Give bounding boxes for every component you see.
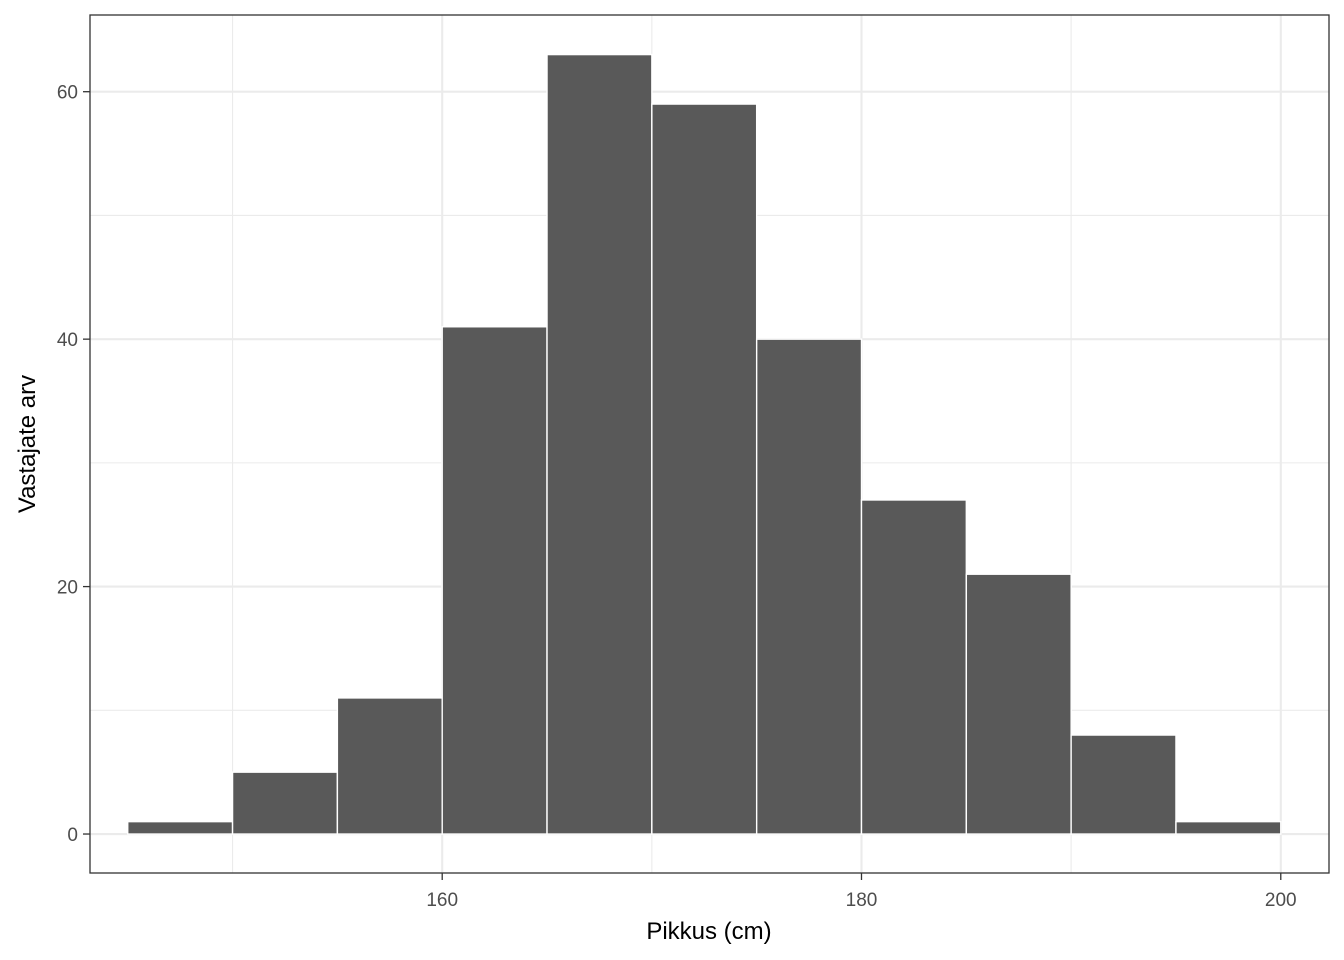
histogram-bar: [336, 697, 443, 835]
y-tick-label: 0: [67, 825, 78, 846]
y-tick-label: 40: [57, 330, 78, 351]
x-tick-label: 180: [846, 890, 878, 911]
panel-border: [89, 14, 1330, 874]
histogram-bar: [231, 771, 339, 835]
x-axis-ticks: 160 180 200: [426, 873, 1297, 911]
y-axis-ticks: 0 20 40 60: [57, 83, 90, 846]
x-axis-title: Pikkus (cm): [646, 918, 771, 945]
histogram-bar: [755, 338, 863, 835]
histogram-bar: [546, 53, 653, 835]
histogram-bars: [127, 53, 1282, 835]
x-tick-label: 160: [426, 890, 458, 911]
histogram-bar: [441, 326, 548, 835]
x-tick-label: 200: [1265, 890, 1297, 911]
histogram-bar: [1175, 820, 1282, 835]
histogram-bar: [651, 103, 758, 835]
histogram-bar: [965, 573, 1072, 835]
histogram-bar: [127, 820, 234, 835]
histogram-bar: [1070, 734, 1177, 835]
y-tick-label: 60: [57, 83, 78, 104]
y-axis-title: Vastajate arv: [14, 375, 41, 513]
histogram-bar: [860, 499, 968, 835]
y-tick-label: 20: [57, 578, 78, 599]
